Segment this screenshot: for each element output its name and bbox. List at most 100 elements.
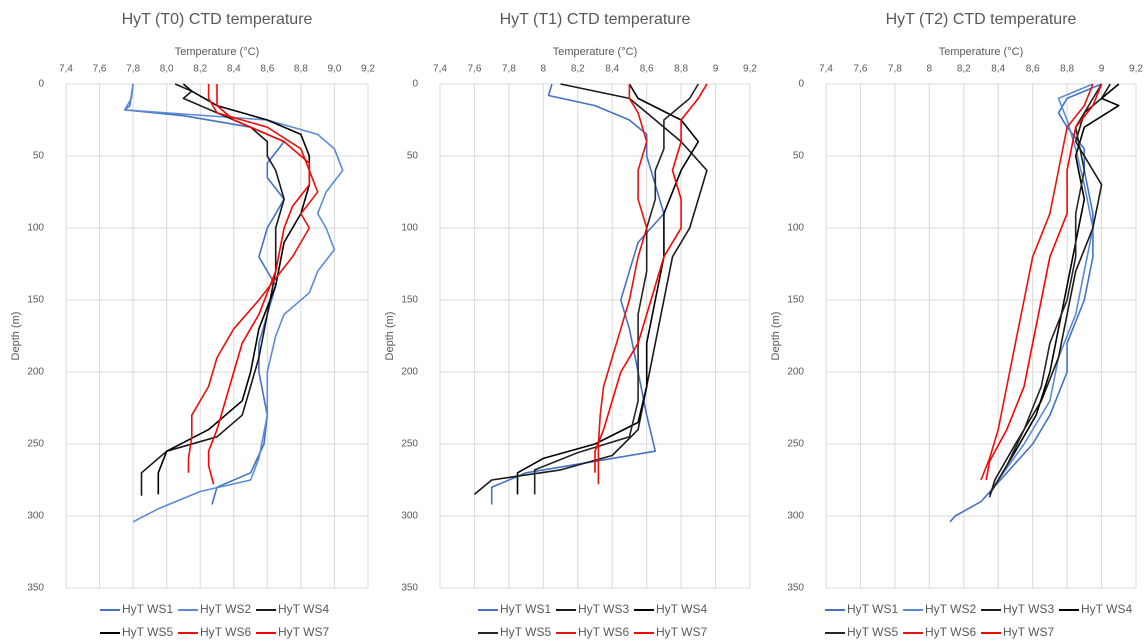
legend-label: HyT WS1 <box>122 602 173 616</box>
data-line <box>988 83 1120 495</box>
y-axis-label: Depth (m) <box>10 312 22 361</box>
data-line <box>594 83 708 473</box>
y-tick-label: 300 <box>27 511 44 522</box>
x-tick-label: 8 <box>541 64 547 75</box>
legend-label: HyT WS2 <box>200 602 251 616</box>
y-tick-label: 350 <box>787 583 804 594</box>
legend-label: HyT WS4 <box>278 602 329 616</box>
y-tick-label: 50 <box>33 151 45 162</box>
legend-label: HyT WS7 <box>656 625 707 639</box>
x-tick-label: 7,8 <box>126 64 140 75</box>
x-tick-label: 7,4 <box>59 64 73 75</box>
x-tick-label: 7,6 <box>853 64 867 75</box>
legend-label: HyT WS5 <box>122 625 173 639</box>
data-line <box>123 83 344 523</box>
x-tick-label: 8,8 <box>294 64 308 75</box>
x-tick-label: 8,4 <box>605 64 619 75</box>
data-line <box>533 83 699 495</box>
x-axis-label: Temperature (°C) <box>175 46 259 58</box>
x-tick-label: 9,2 <box>1129 64 1143 75</box>
y-tick-label: 50 <box>407 151 419 162</box>
y-tick-label: 150 <box>787 295 804 306</box>
data-line <box>985 83 1103 481</box>
chart-title: HyT (T1) CTD temperature <box>500 11 691 28</box>
x-tick-label: 8,6 <box>260 64 274 75</box>
data-line <box>980 83 1094 481</box>
legend-label: HyT WS7 <box>1003 625 1054 639</box>
x-tick-label: 8,2 <box>193 64 207 75</box>
legend-label: HyT WS1 <box>847 602 898 616</box>
data-line <box>516 83 700 495</box>
x-axis-label: Temperature (°C) <box>939 46 1023 58</box>
y-tick-label: 250 <box>27 439 44 450</box>
x-tick-label: 7,8 <box>888 64 902 75</box>
y-tick-label: 200 <box>787 367 804 378</box>
data-line <box>207 84 311 485</box>
x-tick-label: 8,2 <box>571 64 585 75</box>
x-tick-label: 8,0 <box>160 64 174 75</box>
x-tick-label: 9,2 <box>743 64 757 75</box>
data-line <box>123 83 285 505</box>
legend-label: HyT WS6 <box>200 625 251 639</box>
legend-label: HyT WS1 <box>500 602 551 616</box>
y-tick-label: 200 <box>27 367 44 378</box>
x-tick-label: 8 <box>927 64 933 75</box>
x-tick-label: 8,6 <box>640 64 654 75</box>
legend-label: HyT WS7 <box>278 625 329 639</box>
x-tick-label: 9,0 <box>327 64 341 75</box>
y-tick-label: 350 <box>401 583 418 594</box>
legend-label: HyT WS5 <box>500 625 551 639</box>
x-tick-label: 9 <box>713 64 719 75</box>
x-tick-label: 8,4 <box>227 64 241 75</box>
y-tick-label: 100 <box>27 223 44 234</box>
x-tick-label: 8,8 <box>674 64 688 75</box>
y-tick-label: 250 <box>401 439 418 450</box>
y-tick-label: 50 <box>793 151 805 162</box>
y-tick-label: 150 <box>27 295 44 306</box>
x-tick-label: 7,4 <box>433 64 447 75</box>
x-axis-label: Temperature (°C) <box>553 46 637 58</box>
data-line <box>949 83 1102 523</box>
x-tick-label: 8,2 <box>957 64 971 75</box>
chart-title: HyT (T2) CTD temperature <box>886 11 1077 28</box>
legend-label: HyT WS5 <box>847 625 898 639</box>
x-tick-label: 8,6 <box>1026 64 1040 75</box>
x-tick-label: 8,8 <box>1060 64 1074 75</box>
legend-label: HyT WS3 <box>1003 602 1054 616</box>
data-line <box>988 83 1111 498</box>
legend-label: HyT WS6 <box>578 625 629 639</box>
y-axis-label: Depth (m) <box>770 312 782 361</box>
data-line <box>187 84 319 473</box>
legend-label: HyT WS2 <box>925 602 976 616</box>
y-tick-label: 150 <box>401 295 418 306</box>
data-line <box>988 83 1103 495</box>
data-line <box>988 83 1094 495</box>
legend-label: HyT WS4 <box>656 602 707 616</box>
x-tick-label: 9 <box>1099 64 1105 75</box>
x-tick-label: 7,4 <box>819 64 833 75</box>
y-tick-label: 100 <box>401 223 418 234</box>
x-tick-label: 8,4 <box>991 64 1005 75</box>
legend-label: HyT WS6 <box>925 625 976 639</box>
data-line <box>597 84 648 485</box>
y-tick-label: 300 <box>401 511 418 522</box>
y-tick-label: 0 <box>412 79 418 90</box>
y-tick-label: 350 <box>27 583 44 594</box>
y-tick-label: 250 <box>787 439 804 450</box>
y-tick-label: 100 <box>787 223 804 234</box>
y-tick-label: 0 <box>798 79 804 90</box>
x-tick-label: 9,2 <box>361 64 375 75</box>
data-line <box>157 83 311 495</box>
x-tick-label: 7,6 <box>467 64 481 75</box>
data-line <box>140 83 285 496</box>
y-tick-label: 300 <box>787 511 804 522</box>
x-tick-label: 7,6 <box>93 64 107 75</box>
chart-title: HyT (T0) CTD temperature <box>122 11 313 28</box>
legend-label: HyT WS4 <box>1081 602 1132 616</box>
x-tick-label: 7,8 <box>502 64 516 75</box>
y-tick-label: 0 <box>38 79 44 90</box>
y-tick-label: 200 <box>401 367 418 378</box>
y-axis-label: Depth (m) <box>384 312 396 361</box>
legend-label: HyT WS3 <box>578 602 629 616</box>
